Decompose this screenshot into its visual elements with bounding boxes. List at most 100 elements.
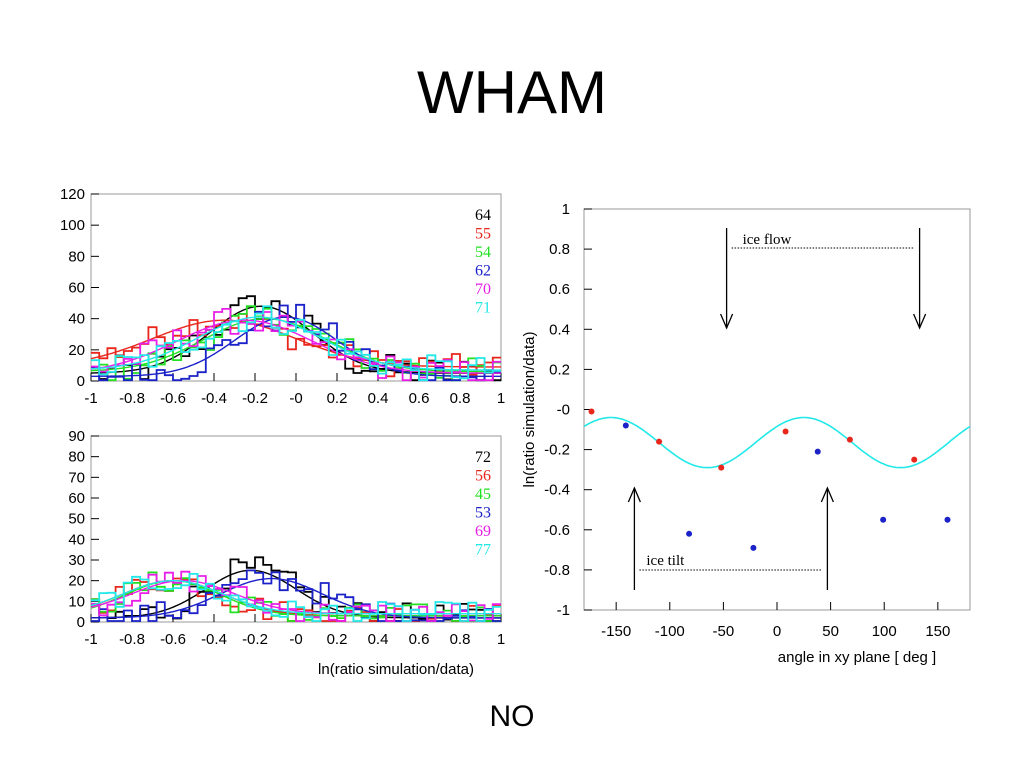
data-point xyxy=(814,448,821,455)
x-tick-label: -0.6 xyxy=(160,390,186,407)
y-tick-label: 90 xyxy=(68,428,85,445)
y-tick-label: 20 xyxy=(68,342,85,359)
y-tick-label: 80 xyxy=(68,248,85,265)
x-tick-label: -0.6 xyxy=(160,631,186,648)
y-tick-label: 10 xyxy=(68,593,85,610)
x-tick-label: -1 xyxy=(84,390,97,407)
data-point xyxy=(656,438,663,445)
legend-entry-54: 54 xyxy=(475,244,491,261)
x-tick-label: 150 xyxy=(925,623,950,640)
histogram-chart-top: 0 20 40 60 80 100 120 -1 -0.8 -0.6 -0.4 -0.2 -0 0.2 0.… xyxy=(60,186,505,407)
data-point xyxy=(686,530,693,537)
y-tick-label: 100 xyxy=(60,217,85,234)
data-point xyxy=(880,516,887,523)
x-tick-label: 0.8 xyxy=(450,631,471,648)
y-tick-label: -0.2 xyxy=(544,442,570,459)
slide-title: WHAM xyxy=(417,59,607,126)
histogram-chart-bottom: 0 10 20 30 40 50 60 70 80 90 -1 -0.8 -0.6 -0.4 -0.2 -0 0… xyxy=(68,428,505,678)
y-tick-label: -0.4 xyxy=(544,482,570,499)
y-tick-label: 0 xyxy=(77,614,85,631)
y-tick-label: 40 xyxy=(68,311,85,328)
y-tick-label: 80 xyxy=(68,449,85,466)
plot-frame xyxy=(583,208,971,611)
y-tick-label: -1 xyxy=(557,602,570,619)
ice-tilt-label: ice tilt xyxy=(646,553,685,569)
data-point xyxy=(588,408,595,415)
x-tick-label: 0.8 xyxy=(450,390,471,407)
data-point xyxy=(750,544,757,551)
y-tick-label: 60 xyxy=(68,490,85,507)
y-tick-label: 30 xyxy=(68,552,85,569)
x-axis-label: ln(ratio simulation/data) xyxy=(318,661,474,678)
y-tick-label: -0.6 xyxy=(544,522,570,539)
x-tick-label: 0.6 xyxy=(409,631,430,648)
x-tick-label: 1 xyxy=(497,390,505,407)
x-tick-label: -0.2 xyxy=(242,631,268,648)
fit-curve-62 xyxy=(91,316,501,377)
x-tick-label: -1 xyxy=(84,631,97,648)
x-tick-label: -0 xyxy=(289,390,302,407)
data-point xyxy=(718,464,725,471)
fit-curve-53 xyxy=(91,577,501,619)
histogram-series-55 xyxy=(91,313,501,378)
legend-entry-53: 53 xyxy=(475,505,491,522)
x-tick-label: -0.8 xyxy=(119,631,145,648)
x-tick-label: -0 xyxy=(289,631,302,648)
y-tick-label: 50 xyxy=(68,511,85,528)
x-tick-label: 0.4 xyxy=(368,631,389,648)
y-tick-label: 70 xyxy=(68,469,85,486)
x-axis-label: angle in xy plane [ deg ] xyxy=(778,649,936,666)
y-tick-label: 20 xyxy=(68,573,85,590)
legend-entry-62: 62 xyxy=(475,263,491,280)
tilt-arrow-head xyxy=(820,486,834,503)
legend-entry-77: 77 xyxy=(475,542,491,559)
flow-arrow-head xyxy=(720,313,734,330)
y-tick-label: -0 xyxy=(557,402,570,419)
x-tick-label: -0.2 xyxy=(242,390,268,407)
x-tick-label: 0.2 xyxy=(327,390,348,407)
data-point xyxy=(622,422,629,429)
fit-curve-55 xyxy=(90,319,501,368)
x-tick-label: 0.4 xyxy=(368,390,389,407)
y-tick-label: 0.6 xyxy=(549,281,570,298)
x-tick-label: -0.4 xyxy=(201,390,227,407)
legend-entry-72: 72 xyxy=(475,449,491,466)
x-tick-label: 50 xyxy=(822,623,839,640)
scatter-chart-angle: -1 -0.8 -0.6 -0.4 -0.2 -0 0.2 0.4 0.6 0.8 1 -150 -10… xyxy=(521,201,971,666)
data-point xyxy=(782,428,789,435)
x-tick-label: -100 xyxy=(655,623,685,640)
x-tick-label: 0.2 xyxy=(327,631,348,648)
y-tick-label: 0 xyxy=(77,373,85,390)
x-tick-label: -0.8 xyxy=(119,390,145,407)
legend-entry-55: 55 xyxy=(475,226,491,243)
tilt-arrow-head xyxy=(627,486,641,503)
legend-entry-71: 71 xyxy=(475,300,491,317)
y-tick-label: 40 xyxy=(68,531,85,548)
data-point xyxy=(846,436,853,443)
y-tick-label: 120 xyxy=(60,186,85,203)
fit-curve-70 xyxy=(90,319,501,374)
x-tick-label: 1 xyxy=(497,631,505,648)
y-tick-label: 1 xyxy=(562,201,570,218)
x-tick-label: -0.4 xyxy=(201,631,227,648)
fit-curve-77 xyxy=(90,580,501,615)
flow-arrow-head xyxy=(913,313,927,330)
data-point xyxy=(944,516,951,523)
x-tick-label: 0.6 xyxy=(409,390,430,407)
y-tick-label: 0.2 xyxy=(549,361,570,378)
x-tick-label: 100 xyxy=(872,623,897,640)
legend-entry-45: 45 xyxy=(475,486,491,503)
y-tick-label: -0.8 xyxy=(544,562,570,579)
legend-entry-70: 70 xyxy=(475,281,491,298)
y-tick-label: 60 xyxy=(68,280,85,297)
ice-flow-label: ice flow xyxy=(743,232,792,248)
plot-frame xyxy=(90,435,502,623)
legend-entry-56: 56 xyxy=(475,468,491,485)
slide-footer: NO xyxy=(489,700,535,733)
x-tick-label: -50 xyxy=(713,623,735,640)
data-point xyxy=(911,456,918,463)
legend-entry-64: 64 xyxy=(475,207,491,224)
fit-curve xyxy=(583,416,971,469)
legend-entry-69: 69 xyxy=(475,523,491,540)
